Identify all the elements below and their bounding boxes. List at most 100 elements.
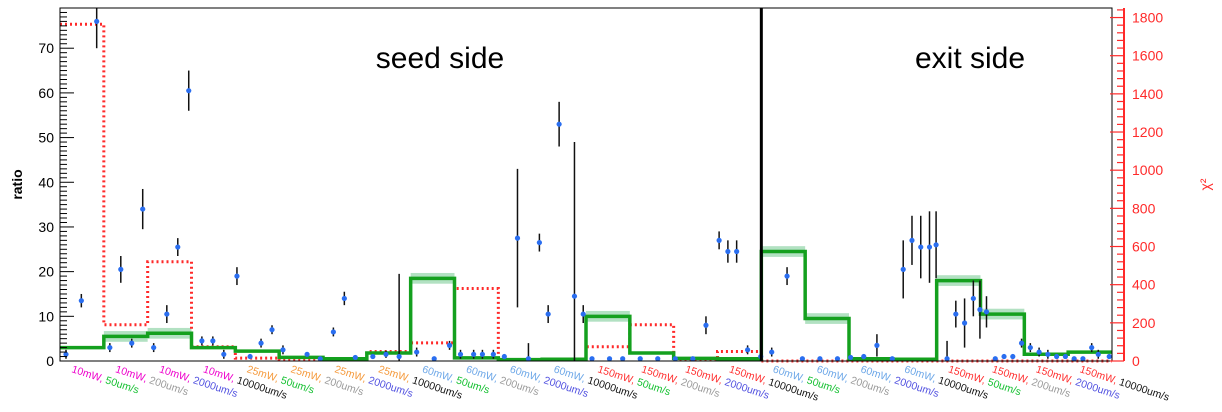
y-tick-label: 60 bbox=[38, 85, 54, 101]
data-point bbox=[352, 354, 358, 361]
data-point bbox=[78, 298, 84, 304]
data-point bbox=[63, 351, 69, 357]
y-tick-label: 30 bbox=[38, 219, 54, 235]
y-tick-label: 10 bbox=[38, 308, 54, 324]
data-point bbox=[536, 239, 543, 246]
data-point bbox=[330, 329, 336, 335]
data-point bbox=[457, 351, 464, 357]
data-point bbox=[848, 354, 854, 361]
data-point bbox=[690, 356, 696, 362]
data-point bbox=[992, 356, 998, 362]
data-point bbox=[961, 320, 968, 326]
plot-frame bbox=[59, 7, 1113, 362]
data-point bbox=[834, 356, 841, 362]
data-point bbox=[769, 349, 775, 355]
data-point bbox=[479, 351, 486, 357]
data-point bbox=[304, 351, 310, 357]
data-point bbox=[1080, 356, 1086, 362]
y2-tick-label: 1600 bbox=[1132, 48, 1163, 64]
y2-tick-label: 800 bbox=[1132, 200, 1156, 216]
data-point bbox=[186, 88, 192, 94]
data-point bbox=[1010, 353, 1016, 360]
y-axis-left: 0 10 20 30 40 50 60 70 bbox=[38, 7, 74, 369]
data-point bbox=[1018, 340, 1025, 346]
data-point bbox=[580, 311, 586, 317]
data-point bbox=[175, 244, 181, 250]
data-point bbox=[94, 18, 100, 25]
y-tick-label: 50 bbox=[38, 130, 54, 146]
data-point bbox=[1071, 356, 1077, 362]
data-point bbox=[140, 206, 146, 212]
data-point bbox=[672, 356, 678, 362]
data-point bbox=[1036, 349, 1042, 355]
data-point bbox=[247, 353, 253, 360]
data-point bbox=[199, 338, 205, 344]
data-point bbox=[655, 356, 661, 362]
data-point bbox=[383, 351, 389, 357]
y-tick-label: 40 bbox=[38, 174, 54, 190]
region-label: seed side bbox=[376, 42, 504, 75]
data-point bbox=[918, 244, 924, 250]
data-point bbox=[745, 347, 751, 353]
y2-tick-label: 400 bbox=[1132, 277, 1156, 293]
data-point bbox=[545, 311, 551, 317]
data-point bbox=[1095, 351, 1101, 357]
data-point bbox=[953, 311, 959, 317]
data-point bbox=[341, 295, 347, 302]
region-label: exit side bbox=[915, 42, 1025, 75]
data-point bbox=[258, 340, 264, 346]
data-point bbox=[874, 342, 880, 348]
data-point bbox=[370, 353, 376, 360]
fit-ratio-series bbox=[60, 249, 1112, 362]
data-point bbox=[129, 340, 135, 346]
data-point bbox=[926, 244, 933, 250]
data-point bbox=[933, 242, 939, 248]
data-point bbox=[396, 353, 402, 360]
data-point bbox=[164, 311, 170, 317]
data-point bbox=[983, 309, 990, 315]
fit-uncertainty-bands bbox=[103, 246, 1025, 342]
data-point bbox=[1062, 353, 1068, 360]
data-point bbox=[414, 349, 420, 355]
data-point bbox=[525, 356, 532, 362]
y2-tick-label: 200 bbox=[1132, 315, 1156, 331]
y2-axis-title: χ² bbox=[1197, 178, 1213, 190]
data-point bbox=[703, 322, 709, 328]
data-point bbox=[799, 356, 806, 362]
data-point bbox=[501, 353, 507, 360]
data-point bbox=[944, 356, 950, 362]
y-tick-label: 70 bbox=[38, 40, 54, 56]
y2-tick-label: 600 bbox=[1132, 239, 1156, 255]
region-labels: seed side exit side bbox=[376, 42, 1025, 75]
data-point bbox=[716, 237, 722, 243]
data-point bbox=[107, 344, 113, 351]
data-point bbox=[221, 351, 227, 357]
data-point bbox=[1045, 351, 1051, 357]
data-point bbox=[606, 356, 613, 362]
x-label-speed: 10000um/s bbox=[1118, 376, 1171, 403]
data-point bbox=[784, 273, 790, 279]
data-point bbox=[861, 353, 867, 360]
y2-tick-label: 1000 bbox=[1132, 162, 1163, 178]
data-point bbox=[1027, 344, 1033, 351]
data-point bbox=[514, 235, 521, 241]
data-point bbox=[977, 307, 983, 313]
data-point bbox=[556, 121, 562, 127]
data-point bbox=[970, 295, 976, 302]
data-point bbox=[490, 351, 496, 357]
y-axis-right: 0 200 400 600 800 1000 1200 1400 1600 1800 bbox=[1110, 8, 1163, 369]
data-point bbox=[909, 237, 915, 243]
data-point bbox=[1054, 353, 1060, 360]
data-point bbox=[471, 351, 477, 357]
data-point bbox=[571, 293, 578, 299]
data-point bbox=[734, 248, 740, 255]
y-axis-title: ratio bbox=[9, 169, 25, 199]
data-point bbox=[234, 273, 240, 279]
data-point bbox=[637, 356, 643, 362]
data-point bbox=[1106, 353, 1112, 360]
data-point bbox=[589, 356, 595, 362]
y-tick-label: 0 bbox=[46, 353, 54, 369]
data-point bbox=[118, 266, 124, 272]
